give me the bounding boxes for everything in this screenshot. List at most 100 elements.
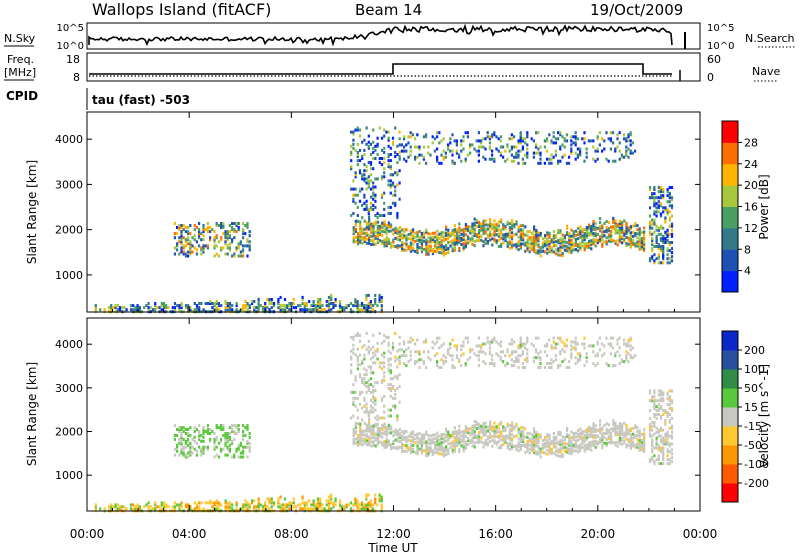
power-cell [664, 230, 667, 234]
power-cell [500, 244, 503, 248]
power-cell [244, 232, 247, 236]
power-cell [198, 308, 201, 312]
power-cell [517, 161, 520, 165]
power-cell [537, 251, 540, 255]
velocity-cell [396, 377, 399, 381]
power-cell [550, 161, 553, 165]
power-cell [511, 235, 514, 239]
power-cell [471, 238, 474, 242]
velocity-cell [629, 348, 632, 352]
velocity-cell [215, 499, 218, 503]
power-cell [517, 248, 520, 252]
power-cell [246, 308, 249, 312]
power-cell [316, 308, 320, 312]
power-cell [279, 306, 282, 310]
power-cell [374, 148, 377, 152]
power-cell [530, 235, 533, 239]
velocity-cell [451, 354, 454, 358]
velocity-cell [312, 503, 315, 507]
power-cell [220, 236, 223, 240]
power-cell [372, 146, 375, 150]
power-cell [497, 224, 500, 228]
velocity-cell [629, 441, 632, 444]
power-cell [581, 228, 584, 232]
power-cell [184, 252, 187, 256]
velocity-cell [458, 438, 461, 442]
velocity-cell [570, 446, 573, 450]
power-cell [614, 227, 617, 231]
power-cell [506, 240, 509, 244]
velocity-cell [524, 451, 527, 454]
velocity-cell [357, 435, 360, 439]
power-cell [350, 187, 353, 191]
velocity-cell [213, 432, 216, 435]
power-cell [228, 306, 232, 310]
power-cell [592, 157, 595, 161]
velocity-cell [568, 366, 571, 369]
power-cell [659, 212, 663, 216]
power-cell [449, 240, 452, 244]
power-cell [533, 229, 536, 233]
velocity-cell [369, 357, 373, 361]
velocity-cell [616, 425, 619, 429]
velocity-cell [517, 445, 520, 449]
velocity-cell [566, 450, 569, 454]
velocity-cell [367, 389, 370, 392]
velocity-cell [380, 353, 384, 357]
velocity-cell [559, 448, 562, 452]
power-cell [442, 239, 445, 243]
velocity-cell [491, 425, 494, 429]
power-cell [659, 214, 663, 218]
power-cell [202, 234, 205, 238]
velocity-cell [495, 425, 498, 429]
velocity-cell [387, 439, 390, 443]
power-cell [184, 240, 187, 244]
power-cell [670, 228, 674, 232]
power-cell [316, 298, 320, 301]
power-cell [539, 234, 542, 237]
power-cell [176, 248, 179, 252]
velocity-cell [508, 428, 511, 432]
power-cell [530, 247, 533, 251]
velocity-cell [605, 432, 608, 435]
velocity-cell [662, 452, 665, 456]
power-cell [574, 135, 577, 139]
velocity-cell [369, 404, 373, 408]
power-cell [180, 226, 183, 229]
power-cell [653, 220, 656, 224]
power-cell [535, 229, 538, 232]
velocity-cell [480, 436, 483, 440]
velocity-cell [180, 426, 183, 430]
velocity-cell [387, 414, 390, 418]
velocity-cell [391, 345, 395, 349]
xtick-label: 12:00 [376, 527, 411, 541]
velocity-cell [244, 505, 247, 509]
power-cell [409, 233, 412, 237]
power-cell [228, 230, 231, 234]
power-cell [546, 149, 549, 153]
velocity-cell [456, 442, 459, 445]
velocity-cell [519, 438, 522, 442]
velocity-cell [233, 455, 236, 459]
velocity-cell [376, 357, 379, 361]
velocity-cell [539, 358, 542, 362]
velocity-cell [425, 442, 428, 446]
power-cell [651, 238, 654, 242]
velocity-cell [500, 438, 503, 442]
power-cell [625, 229, 628, 233]
power-cell [442, 137, 445, 141]
velocity-cell [638, 447, 641, 450]
power-cell [416, 251, 419, 255]
velocity-cell [513, 427, 516, 431]
velocity-cell [528, 437, 531, 441]
power-cell [447, 147, 450, 151]
velocity-cell [557, 442, 560, 446]
power-cell [627, 135, 630, 139]
power-cell [506, 242, 509, 246]
velocity-cell [248, 435, 251, 439]
power-cell [526, 131, 529, 135]
velocity-cell [607, 441, 610, 444]
power-cell [436, 155, 439, 159]
velocity-cell [668, 407, 671, 411]
